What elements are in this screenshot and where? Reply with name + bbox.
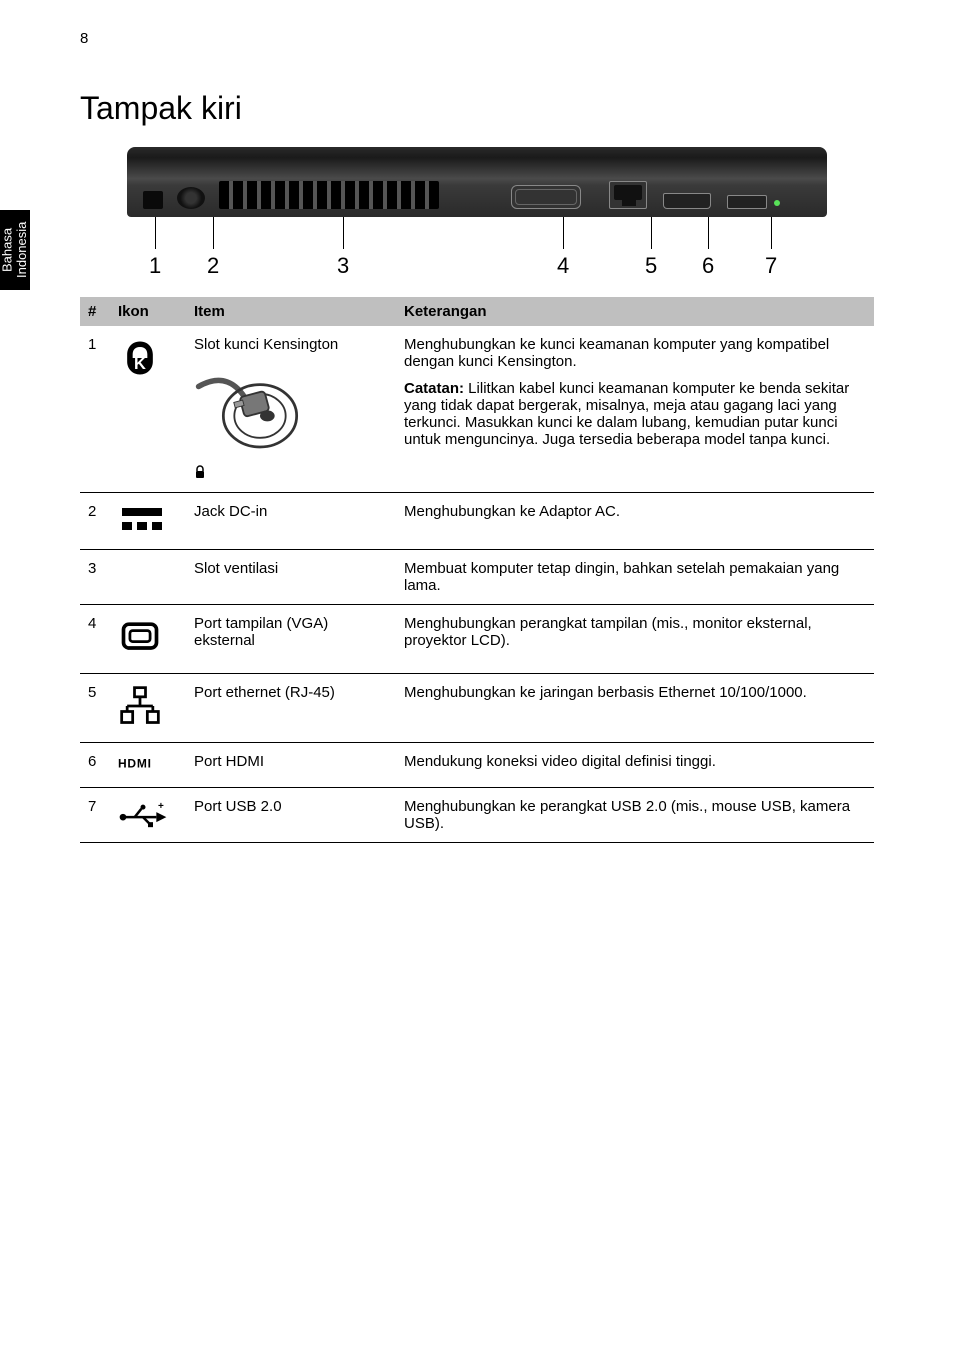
port-vga xyxy=(511,185,581,209)
th-desc: Keterangan xyxy=(396,297,874,326)
th-item: Item xyxy=(186,297,396,326)
kensington-illustration xyxy=(194,359,304,469)
table-row: 1 K Slot kunci Kensington xyxy=(80,326,874,493)
row-icon xyxy=(110,674,186,743)
row-num: 5 xyxy=(80,674,110,743)
laptop-left-view-diagram: 1 2 3 4 5 6 7 xyxy=(117,147,837,287)
row-icon xyxy=(110,493,186,550)
row-num: 6 xyxy=(80,743,110,788)
table-row: 2 Jack DC-in Menghubungkan ke Adaptor AC… xyxy=(80,493,874,550)
row-icon xyxy=(110,550,186,605)
callout-6: 6 xyxy=(702,217,714,279)
callout-4: 4 xyxy=(557,217,569,279)
port-hdmi xyxy=(663,193,711,209)
row-desc: Menghubungkan ke perangkat USB 2.0 (mis.… xyxy=(396,788,874,843)
note-text: Lilitkan kabel kunci keamanan komputer k… xyxy=(404,380,849,448)
row-item: Port tampilan (VGA) eksternal xyxy=(186,605,396,674)
note-block: Catatan: Lilitkan kabel kunci keamanan k… xyxy=(404,380,866,448)
callout-1: 1 xyxy=(149,217,161,279)
th-num: # xyxy=(80,297,110,326)
row-desc: Membuat komputer tetap dingin, bahkan se… xyxy=(396,550,874,605)
port-rj45 xyxy=(609,181,647,209)
table-row: 3 Slot ventilasi Membuat komputer tetap … xyxy=(80,550,874,605)
row-desc: Menghubungkan ke jaringan berbasis Ether… xyxy=(396,674,874,743)
port-kensington xyxy=(143,191,163,209)
row-item: Port HDMI xyxy=(186,743,396,788)
table-row: 4 Port tampilan (VGA) eksternal Menghubu… xyxy=(80,605,874,674)
th-icon: Ikon xyxy=(110,297,186,326)
row-num: 7 xyxy=(80,788,110,843)
port-dc-in xyxy=(177,187,205,209)
callout-3: 3 xyxy=(337,217,349,279)
row-item: Jack DC-in xyxy=(186,493,396,550)
row-num: 1 xyxy=(80,326,110,493)
row-item: Slot kunci Kensington xyxy=(186,326,396,493)
row-desc: Menghubungkan ke kunci keamanan komputer… xyxy=(396,326,874,493)
ports-table: # Ikon Item Keterangan 1 K Slot kunci Ke… xyxy=(80,297,874,843)
callout-7: 7 xyxy=(765,217,777,279)
usb-icon: + xyxy=(118,798,168,828)
laptop-body xyxy=(127,147,827,217)
port-strip xyxy=(127,164,827,209)
language-tab: Bahasa Indonesia xyxy=(0,210,30,290)
svg-text:HDMI: HDMI xyxy=(118,757,152,771)
port-vents xyxy=(219,181,439,209)
port-usb xyxy=(727,195,767,209)
row-num: 4 xyxy=(80,605,110,674)
page-title: Tampak kiri xyxy=(80,90,874,127)
row-icon: HDMI xyxy=(110,743,186,788)
desc-text: Menghubungkan ke kunci keamanan komputer… xyxy=(404,336,866,370)
callout-2: 2 xyxy=(207,217,219,279)
item-text: Slot kunci Kensington xyxy=(194,336,388,353)
row-item: Port USB 2.0 xyxy=(186,788,396,843)
table-row: 6 HDMI Port HDMI Mendukung koneksi video… xyxy=(80,743,874,788)
row-item: Slot ventilasi xyxy=(186,550,396,605)
row-desc: Mendukung koneksi video digital definisi… xyxy=(396,743,874,788)
note-label: Catatan: xyxy=(404,380,464,397)
table-row: 7 + Port USB 2.0 Menghubungkan ke perang… xyxy=(80,788,874,843)
row-icon: K xyxy=(110,326,186,493)
svg-text:+: + xyxy=(158,801,164,812)
vga-icon xyxy=(118,615,162,659)
page-number: 8 xyxy=(80,30,88,47)
kensington-lock-icon: K xyxy=(118,336,162,380)
hdmi-icon: HDMI xyxy=(118,753,178,773)
dc-in-icon xyxy=(118,503,166,535)
row-icon xyxy=(110,605,186,674)
row-num: 2 xyxy=(80,493,110,550)
svg-text:K: K xyxy=(134,355,146,373)
table-row: 5 Port ethernet (RJ-45) Menghubungkan ke… xyxy=(80,674,874,743)
row-desc: Menghubungkan perangkat tampilan (mis., … xyxy=(396,605,874,674)
row-num: 3 xyxy=(80,550,110,605)
row-desc: Menghubungkan ke Adaptor AC. xyxy=(396,493,874,550)
callouts: 1 2 3 4 5 6 7 xyxy=(117,217,837,287)
row-icon: + xyxy=(110,788,186,843)
row-item: Port ethernet (RJ-45) xyxy=(186,674,396,743)
callout-5: 5 xyxy=(645,217,657,279)
ethernet-icon xyxy=(118,684,162,728)
